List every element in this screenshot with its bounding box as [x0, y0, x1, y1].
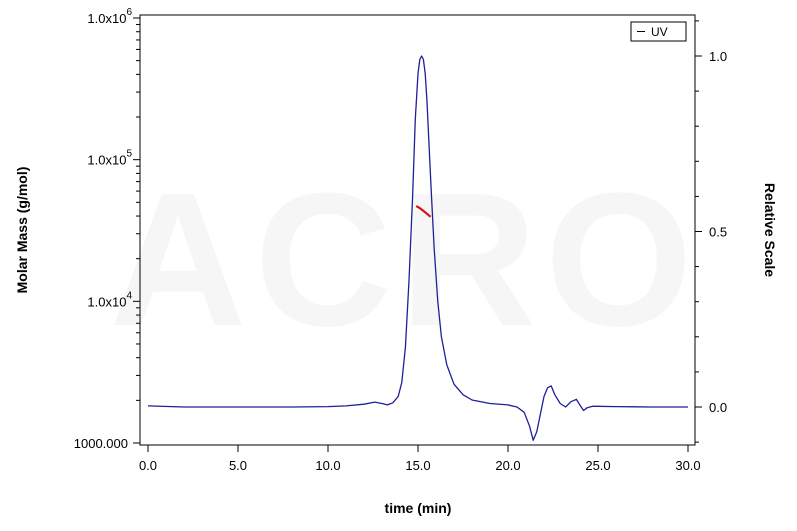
- legend-box: [630, 21, 687, 42]
- y-axis-right-title: Relative Scale: [762, 183, 778, 277]
- x-tick-label: 20.0: [495, 458, 520, 473]
- y-right-tick-label: 1.0: [709, 49, 727, 64]
- series-line-molar-mass: [415, 205, 432, 218]
- y-axis-left-title: Molar Mass (g/mol): [14, 167, 30, 294]
- y-right-tick-label: 0.0: [709, 400, 727, 415]
- svg-text:ACRO: ACRO: [109, 154, 700, 366]
- y-right-tick-label: 0.5: [709, 225, 727, 240]
- x-tick-label: 25.0: [585, 458, 610, 473]
- y-left-tick-label: 1.0x106: [87, 7, 132, 26]
- y-axis-right: 0.0 0.5 1.0: [695, 20, 727, 443]
- x-tick-label: 0.0: [139, 458, 157, 473]
- watermark: ACRO: [109, 154, 700, 366]
- legend-label-uv: UV: [651, 25, 668, 39]
- series-layer: [147, 55, 688, 441]
- y-left-tick-label: 1000.000: [74, 436, 128, 451]
- x-axis-title: time (min): [385, 500, 452, 516]
- y-left-tick-label: 1.0x105: [87, 149, 132, 168]
- legend: UV: [630, 21, 687, 42]
- x-axis: 0.0 5.0 10.0 15.0 20.0 25.0 30.0: [139, 445, 701, 473]
- y-left-tick-label: 1.0x104: [87, 290, 132, 309]
- series-line-uv: [147, 55, 688, 441]
- x-tick-label: 15.0: [405, 458, 430, 473]
- y-axis-left: 1000.000 1.0x104 1.0x105 1.0x106: [74, 7, 140, 451]
- x-tick-label: 30.0: [675, 458, 700, 473]
- x-tick-label: 10.0: [315, 458, 340, 473]
- x-tick-label: 5.0: [229, 458, 247, 473]
